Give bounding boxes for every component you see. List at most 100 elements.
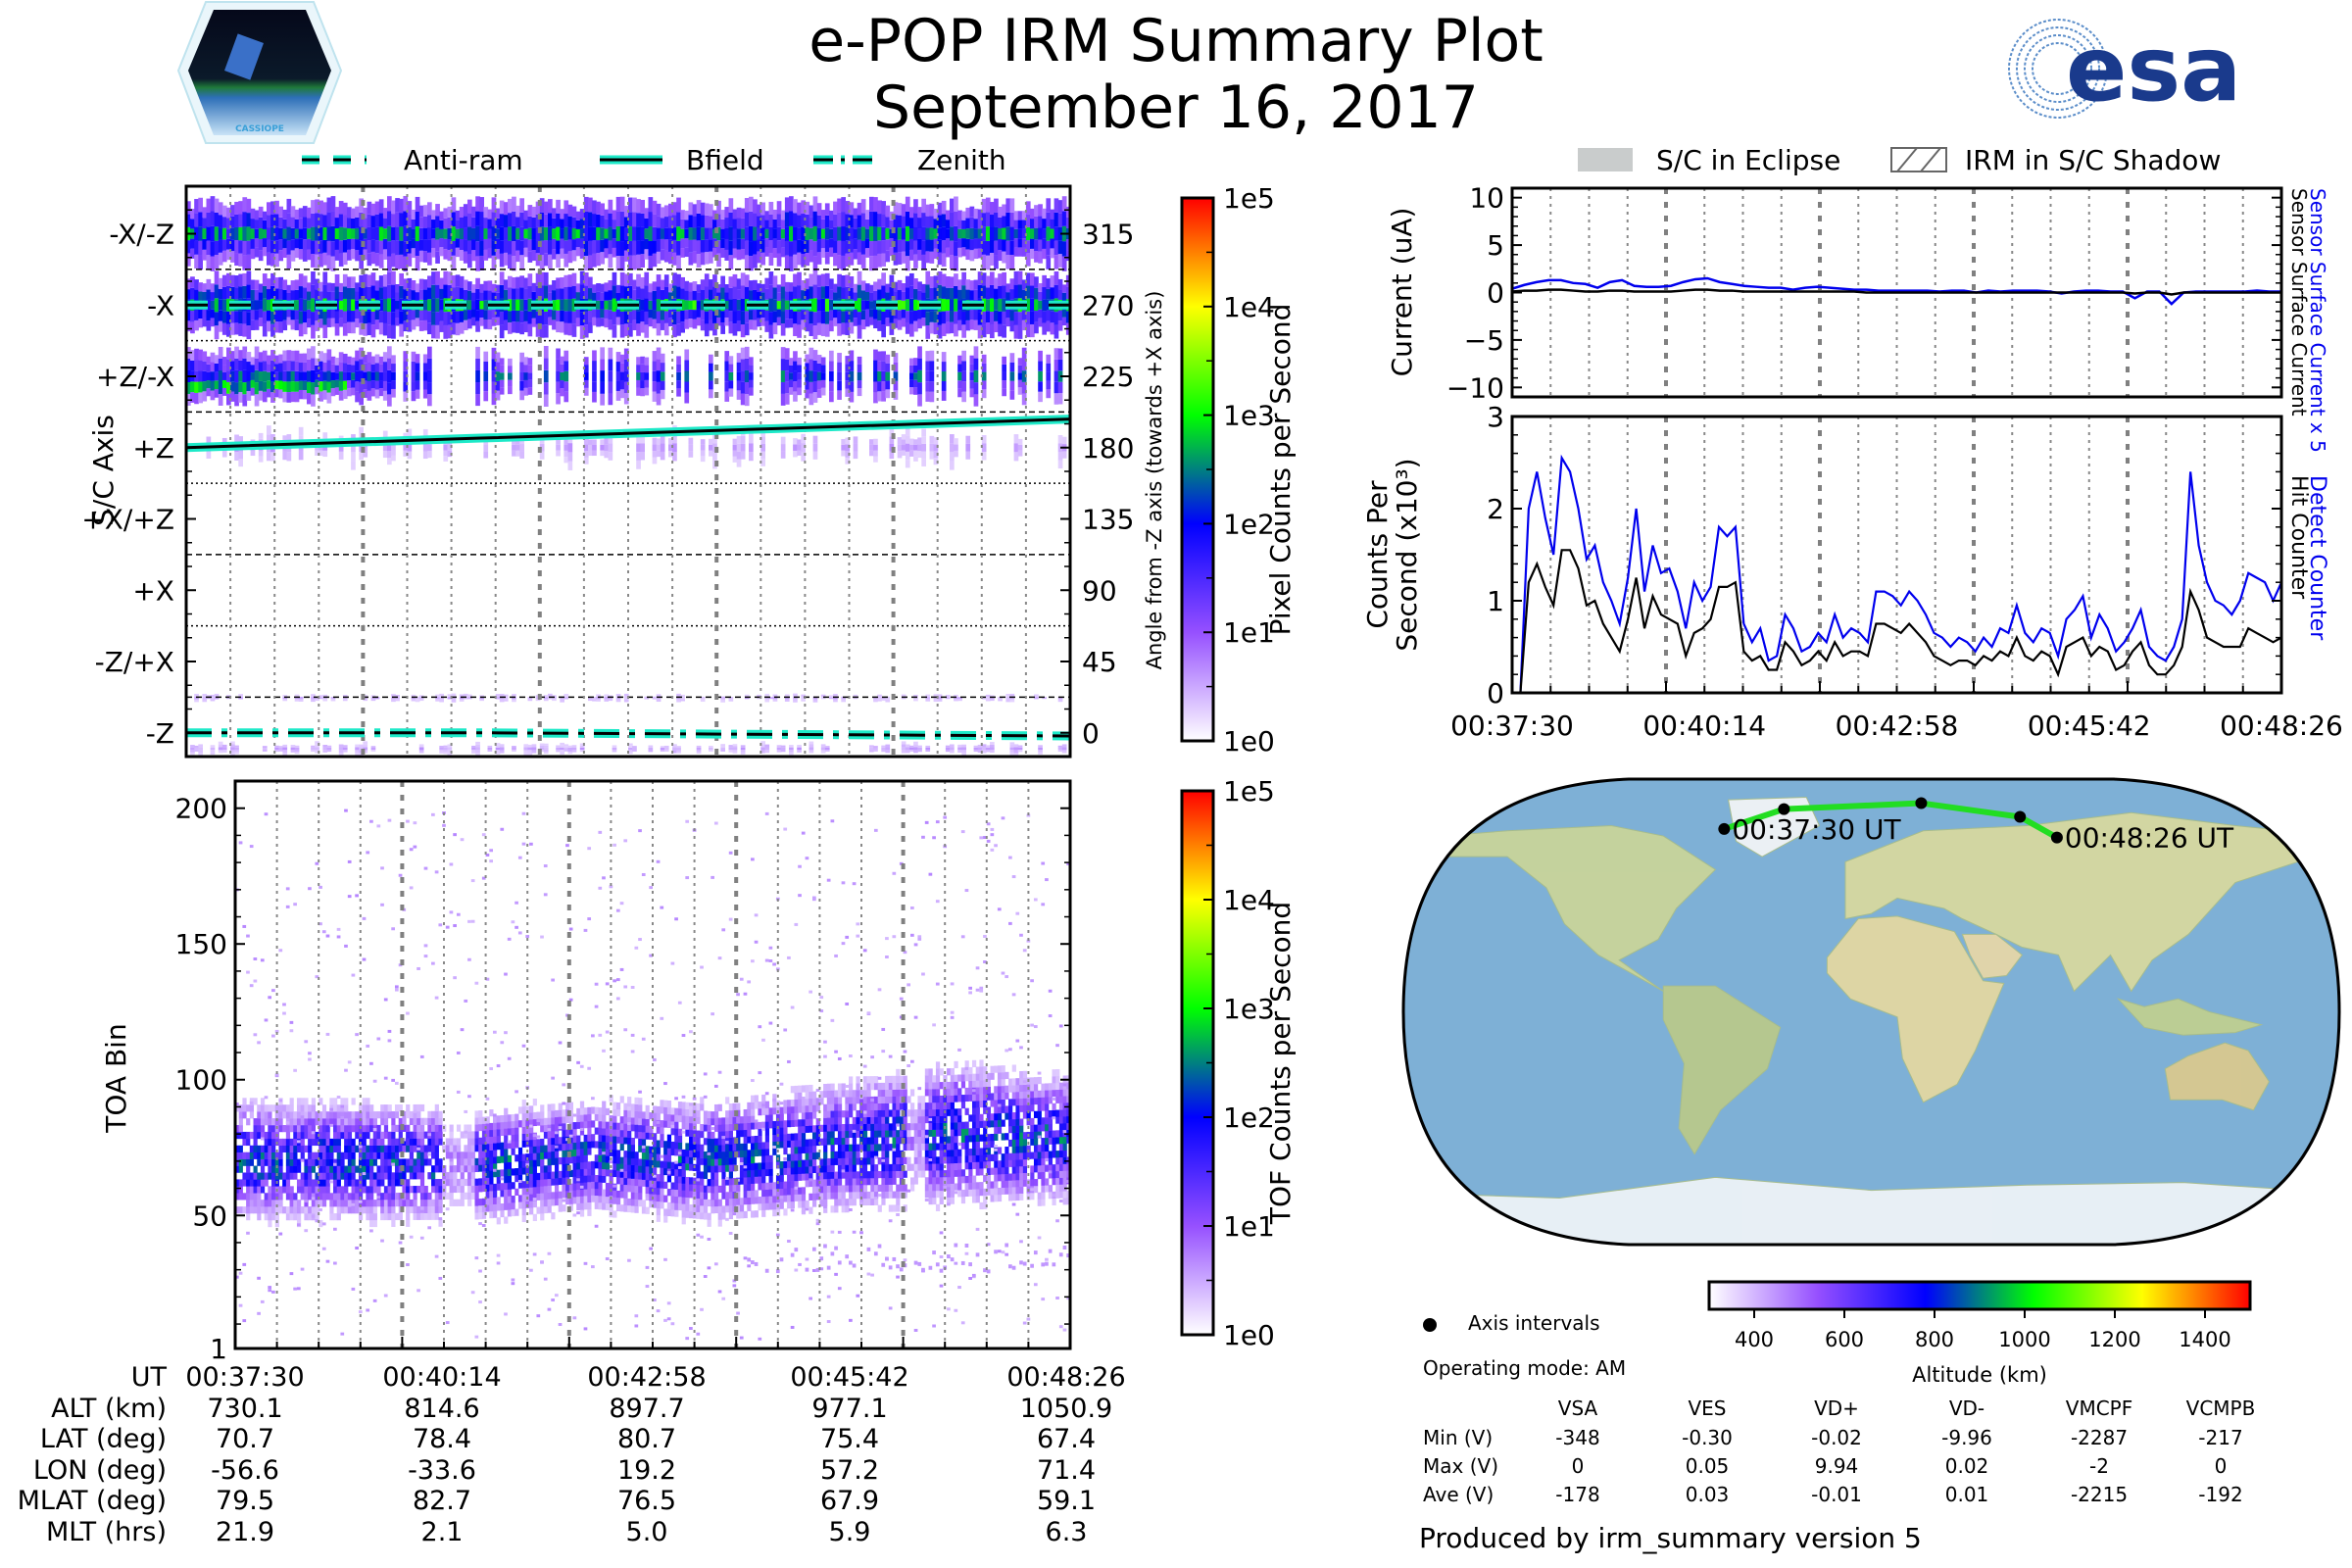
heatmap-cell xyxy=(427,358,432,370)
heatmap-cell xyxy=(552,697,557,700)
heatmap-cell xyxy=(242,1131,247,1140)
heatmap-cell xyxy=(873,746,878,749)
heatmap-cell xyxy=(369,1104,374,1112)
speck xyxy=(235,1275,239,1279)
heatmap-cell xyxy=(278,206,283,218)
heatmap-cell xyxy=(628,323,633,337)
heatmap-cell xyxy=(716,284,721,293)
heatmap-cell xyxy=(329,1172,334,1180)
heatmap-cell xyxy=(355,361,360,371)
heatmap-cell xyxy=(369,1118,374,1126)
heatmap-cell xyxy=(660,249,665,261)
heatmap-cell xyxy=(503,279,509,290)
heatmap-cell xyxy=(837,371,842,381)
heatmap-cell xyxy=(744,358,750,370)
heatmap-cell xyxy=(776,292,782,302)
heatmap-cell xyxy=(264,1104,269,1112)
heatmap-cell xyxy=(398,1104,403,1112)
heatmap-cell xyxy=(334,249,340,261)
heatmap-cell xyxy=(760,744,765,748)
heatmap-cell xyxy=(583,211,589,226)
heatmap-cell xyxy=(588,699,593,702)
heatmap-cell xyxy=(1009,278,1015,290)
heatmap-cell xyxy=(434,1192,439,1200)
heatmap-cell xyxy=(278,250,283,262)
heatmap-cell xyxy=(351,1172,356,1180)
heatmap-cell xyxy=(1038,216,1043,228)
heatmap-cell xyxy=(560,747,564,751)
heatmap-cell xyxy=(873,699,878,703)
heatmap-cell xyxy=(560,288,564,300)
heatmap-cell xyxy=(816,322,822,335)
heatmap-cell xyxy=(451,212,457,227)
heatmap-cell xyxy=(362,1124,367,1133)
heatmap-cell xyxy=(1054,381,1059,394)
heatmap-cell xyxy=(300,1145,305,1152)
speck xyxy=(464,1130,468,1134)
speck xyxy=(242,1319,247,1323)
heatmap-cell xyxy=(218,239,223,253)
heatmap-cell xyxy=(760,436,765,444)
heatmap-cell xyxy=(933,219,939,229)
heatmap-cell xyxy=(780,298,786,312)
heatmap-cell xyxy=(347,356,352,365)
heatmap-cell xyxy=(684,381,690,393)
heatmap-cell xyxy=(438,1199,443,1206)
heatmap-cell xyxy=(304,1179,309,1187)
heatmap-cell xyxy=(289,1200,294,1207)
heatmap-cell xyxy=(596,291,601,301)
heatmap-cell xyxy=(499,284,505,299)
heatmap-cell xyxy=(1002,371,1006,381)
heatmap-cell xyxy=(467,1152,472,1159)
heatmap-cell xyxy=(351,372,356,380)
heatmap-cell xyxy=(945,287,951,300)
heatmap-cell xyxy=(443,249,449,260)
heatmap-cell xyxy=(973,382,979,395)
heatmap-cell xyxy=(383,1193,389,1200)
heatmap-cell xyxy=(724,249,730,261)
heatmap-cell xyxy=(315,289,319,300)
heatmap-cell xyxy=(258,292,264,301)
heatmap-cell xyxy=(362,1158,367,1166)
heatmap-cell xyxy=(382,352,388,363)
heatmap-cell xyxy=(463,204,468,217)
heatmap-cell xyxy=(950,240,955,256)
heatmap-cell xyxy=(508,198,513,214)
heatmap-cell xyxy=(757,697,761,700)
heatmap-cell xyxy=(1057,747,1063,750)
heatmap-cell xyxy=(325,1152,330,1159)
heatmap-cell xyxy=(680,288,685,300)
heatmap-cell xyxy=(567,443,573,453)
heatmap-cell xyxy=(1050,322,1055,335)
heatmap-cell xyxy=(950,226,955,241)
heatmap-cell xyxy=(370,203,376,217)
heatmap-cell xyxy=(438,1179,443,1187)
heatmap-cell xyxy=(933,444,939,452)
heatmap-cell xyxy=(660,218,665,229)
heatmap-cell xyxy=(464,1178,468,1187)
heatmap-cell xyxy=(411,290,416,301)
heatmap-cell xyxy=(363,389,368,398)
heatmap-cell xyxy=(359,426,364,436)
heatmap-cell xyxy=(322,312,328,325)
heatmap-cell xyxy=(234,226,239,241)
heatmap-cell xyxy=(929,435,935,444)
heatmap-cell xyxy=(901,216,906,228)
speck xyxy=(362,1172,367,1176)
heatmap-cell xyxy=(820,694,826,698)
heatmap-cell xyxy=(889,286,895,300)
speck xyxy=(308,887,312,891)
heatmap-cell xyxy=(684,318,690,329)
heatmap-cell xyxy=(869,747,874,751)
heatmap-cell xyxy=(338,380,344,391)
heatmap-cell xyxy=(1038,204,1043,217)
heatmap-cell xyxy=(311,694,316,697)
heatmap-cell xyxy=(950,287,955,300)
heatmap-cell xyxy=(351,461,356,470)
heatmap-cell xyxy=(238,1152,243,1159)
heatmap-cell xyxy=(853,309,858,318)
heatmap-cell xyxy=(885,363,891,372)
heatmap-cell xyxy=(957,364,962,372)
heatmap-cell xyxy=(881,697,886,700)
heatmap-cell xyxy=(278,1138,283,1147)
